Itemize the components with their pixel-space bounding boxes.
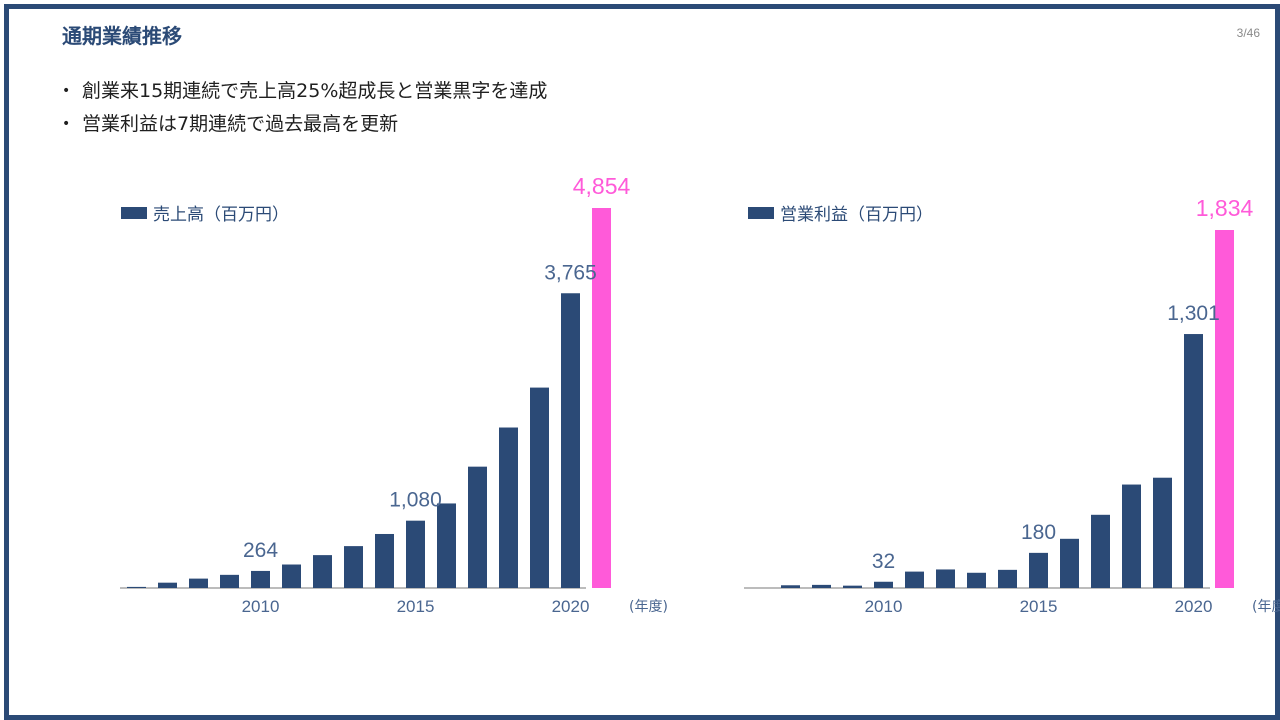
bullet-text: 創業来15期連続で売上高25%超成長と営業黒字を達成 <box>82 80 548 102</box>
bar <box>220 574 239 588</box>
bar <box>998 569 1017 588</box>
bar <box>251 570 270 588</box>
bar <box>905 571 924 588</box>
bar <box>406 520 425 588</box>
bar <box>437 503 456 588</box>
bar <box>874 581 893 588</box>
data-label-highlight: 1,834 <box>1196 195 1254 221</box>
x-unit-label: (年度) <box>1252 599 1280 615</box>
x-tick-label: 2010 <box>865 597 903 616</box>
x-tick-label: 2015 <box>397 597 435 616</box>
bar-highlight <box>592 208 611 588</box>
legend-revenue: 売上高（百万円） <box>121 200 289 225</box>
bullet-list: • 創業来15期連続で売上高25%超成長と営業黒字を達成 • 営業利益は7期連続で過… <box>62 78 547 144</box>
bar <box>967 572 986 588</box>
data-label: 1,301 <box>1167 302 1220 325</box>
page-number: 3/46 <box>1236 26 1260 40</box>
legend-label: 営業利益（百万円） <box>780 205 933 225</box>
bar <box>1184 334 1203 588</box>
data-label-highlight: 4,854 <box>573 173 631 199</box>
bar <box>189 578 208 588</box>
bar <box>561 293 580 588</box>
bullet-item: • 創業来15期連続で売上高25%超成長と営業黒字を達成 <box>62 78 547 111</box>
bar <box>313 555 332 588</box>
data-label: 180 <box>1021 521 1056 544</box>
bullet-dot: • <box>62 83 71 99</box>
bar <box>158 582 177 588</box>
bar <box>1060 538 1079 588</box>
x-tick-label: 2015 <box>1020 597 1058 616</box>
bar <box>781 585 800 588</box>
bar <box>344 546 363 588</box>
page-title: 通期業績推移 <box>62 24 182 48</box>
x-unit-label: (年度) <box>629 599 668 615</box>
data-label: 264 <box>243 539 278 562</box>
legend-operating-profit: 営業利益（百万円） <box>748 200 933 225</box>
x-tick-label: 2020 <box>552 597 590 616</box>
bar <box>936 569 955 588</box>
legend-swatch <box>121 206 147 219</box>
bar <box>843 585 862 588</box>
data-label: 32 <box>872 550 895 573</box>
bar <box>282 564 301 588</box>
bullet-item: • 営業利益は7期連続で過去最高を更新 <box>62 111 547 144</box>
data-label: 1,080 <box>389 489 442 512</box>
bullet-text: 営業利益は7期連続で過去最高を更新 <box>82 113 399 135</box>
bar <box>812 584 831 588</box>
x-tick-label: 2010 <box>242 597 280 616</box>
x-tick-label: 2020 <box>1175 597 1213 616</box>
bar <box>530 387 549 588</box>
bar <box>499 427 518 588</box>
bar <box>1029 552 1048 588</box>
bar <box>1091 514 1110 588</box>
bar <box>127 586 146 588</box>
bullet-dot: • <box>62 116 71 132</box>
slide-frame <box>4 4 1280 720</box>
data-label: 3,765 <box>544 261 597 284</box>
legend-label: 売上高（百万円） <box>153 205 289 225</box>
legend-swatch <box>748 206 774 219</box>
bar <box>468 466 487 588</box>
bar <box>1122 484 1141 588</box>
bar-highlight <box>1215 230 1234 588</box>
bar <box>375 533 394 588</box>
bar <box>1153 477 1172 588</box>
